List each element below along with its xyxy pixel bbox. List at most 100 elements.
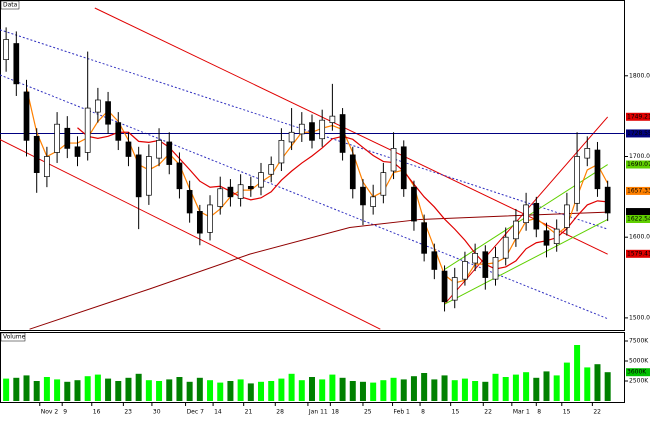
volume-bar bbox=[23, 375, 30, 401]
volume-bar bbox=[268, 381, 275, 401]
x-tick-label: Dec 7 bbox=[187, 409, 205, 416]
candle-body bbox=[258, 172, 264, 188]
price-tag bbox=[626, 186, 650, 195]
volume-bar bbox=[64, 381, 71, 401]
volume-bar bbox=[176, 377, 183, 401]
volume-bar bbox=[563, 362, 570, 401]
volume-tag-label: 3600K bbox=[627, 369, 647, 376]
volume-bar bbox=[574, 345, 581, 401]
volume-bar bbox=[441, 375, 448, 401]
candle-body bbox=[23, 91, 30, 141]
volume-bar bbox=[461, 378, 468, 401]
candle-body bbox=[186, 190, 193, 214]
volume-bar bbox=[217, 382, 224, 401]
volume-bar bbox=[288, 373, 295, 401]
volume-bar bbox=[400, 379, 407, 401]
volume-tick-label: 5000K bbox=[629, 358, 649, 365]
volume-bar bbox=[166, 379, 173, 401]
candle-body bbox=[33, 135, 40, 173]
candle-body bbox=[84, 107, 91, 153]
volume-bar bbox=[278, 378, 285, 401]
candle-body bbox=[574, 156, 580, 204]
volume-bar bbox=[186, 381, 193, 401]
volume-bar bbox=[298, 380, 305, 401]
volume-bar bbox=[207, 380, 214, 401]
x-tick-label: 28 bbox=[276, 409, 284, 416]
candle-body bbox=[64, 127, 71, 149]
x-tick-label: 18 bbox=[331, 409, 339, 416]
candle-body bbox=[360, 186, 366, 206]
candle-body bbox=[462, 261, 468, 280]
candle-body bbox=[247, 186, 254, 190]
x-tick-label: 15 bbox=[452, 409, 460, 416]
volume-bar bbox=[553, 375, 560, 401]
x-tick-label: 22 bbox=[593, 409, 601, 416]
volume-bar bbox=[227, 381, 234, 401]
volume-bar bbox=[472, 381, 479, 401]
volume-bar bbox=[43, 377, 50, 401]
volume-bar bbox=[421, 373, 428, 401]
volume-bar bbox=[492, 373, 499, 401]
candle-body bbox=[268, 164, 275, 175]
volume-bar bbox=[125, 377, 132, 401]
volume-bar bbox=[258, 381, 265, 401]
volume-bar bbox=[308, 377, 315, 401]
candle-body bbox=[176, 162, 183, 190]
candle-body bbox=[44, 156, 50, 178]
candle-body bbox=[227, 186, 234, 198]
candle-body bbox=[54, 123, 60, 153]
y-tick-label: 1500.00 bbox=[629, 314, 650, 321]
volume-bar bbox=[3, 378, 10, 401]
candle-body bbox=[125, 141, 132, 157]
x-tick-label: 8 bbox=[421, 409, 425, 416]
y-tick-label: 1600.00 bbox=[629, 234, 650, 241]
trend-line bbox=[29, 211, 608, 330]
candle-body bbox=[115, 122, 122, 141]
volume-bar bbox=[390, 377, 397, 401]
volume-bar bbox=[329, 374, 336, 401]
price-panel bbox=[0, 0, 625, 331]
volume-tick-label: 7500K bbox=[629, 338, 649, 345]
volume-bar bbox=[349, 381, 356, 401]
candle-body bbox=[502, 236, 509, 259]
volume-tag bbox=[626, 368, 650, 377]
volume-bar bbox=[451, 380, 458, 401]
x-tick-label: 30 bbox=[153, 409, 161, 416]
y-tick-label: 1700.00 bbox=[629, 153, 650, 160]
candle-body bbox=[564, 204, 570, 228]
volume-bar bbox=[247, 383, 254, 401]
x-tick-label: 16 bbox=[93, 409, 101, 416]
moving-average-fast bbox=[25, 87, 609, 284]
price-tag bbox=[626, 112, 650, 121]
volume-bar bbox=[33, 381, 40, 401]
volume-bar bbox=[533, 377, 540, 401]
candle-body bbox=[298, 123, 305, 135]
trend-line bbox=[444, 218, 608, 305]
y-tick-label: 1800.00 bbox=[629, 72, 650, 79]
volume-bar bbox=[523, 372, 530, 401]
price-tag-label: 1631.16 bbox=[627, 209, 650, 216]
volume-bar bbox=[196, 377, 203, 401]
candle-body bbox=[3, 39, 9, 60]
x-tick-label: 25 bbox=[364, 409, 372, 416]
candle-body bbox=[523, 204, 529, 224]
candle-body bbox=[105, 101, 111, 125]
price-tag bbox=[626, 249, 650, 258]
candle-body bbox=[421, 222, 427, 254]
candle-body bbox=[380, 172, 387, 196]
volume-bar bbox=[604, 372, 611, 401]
candle-body bbox=[451, 277, 458, 301]
x-tick-label: 23 bbox=[124, 409, 132, 416]
trend-line bbox=[94, 7, 608, 255]
x-tick-label: 9 bbox=[63, 409, 67, 416]
volume-bar bbox=[482, 381, 489, 401]
volume-bar bbox=[237, 379, 244, 401]
x-tick-label: 8 bbox=[537, 409, 541, 416]
volume-bar bbox=[594, 364, 601, 401]
volume-bar bbox=[339, 377, 346, 401]
x-tick-label: 14 bbox=[214, 409, 222, 416]
volume-bar bbox=[156, 381, 163, 401]
candle-body bbox=[207, 204, 213, 233]
volume-bar bbox=[502, 377, 509, 401]
candle-body bbox=[288, 131, 295, 143]
